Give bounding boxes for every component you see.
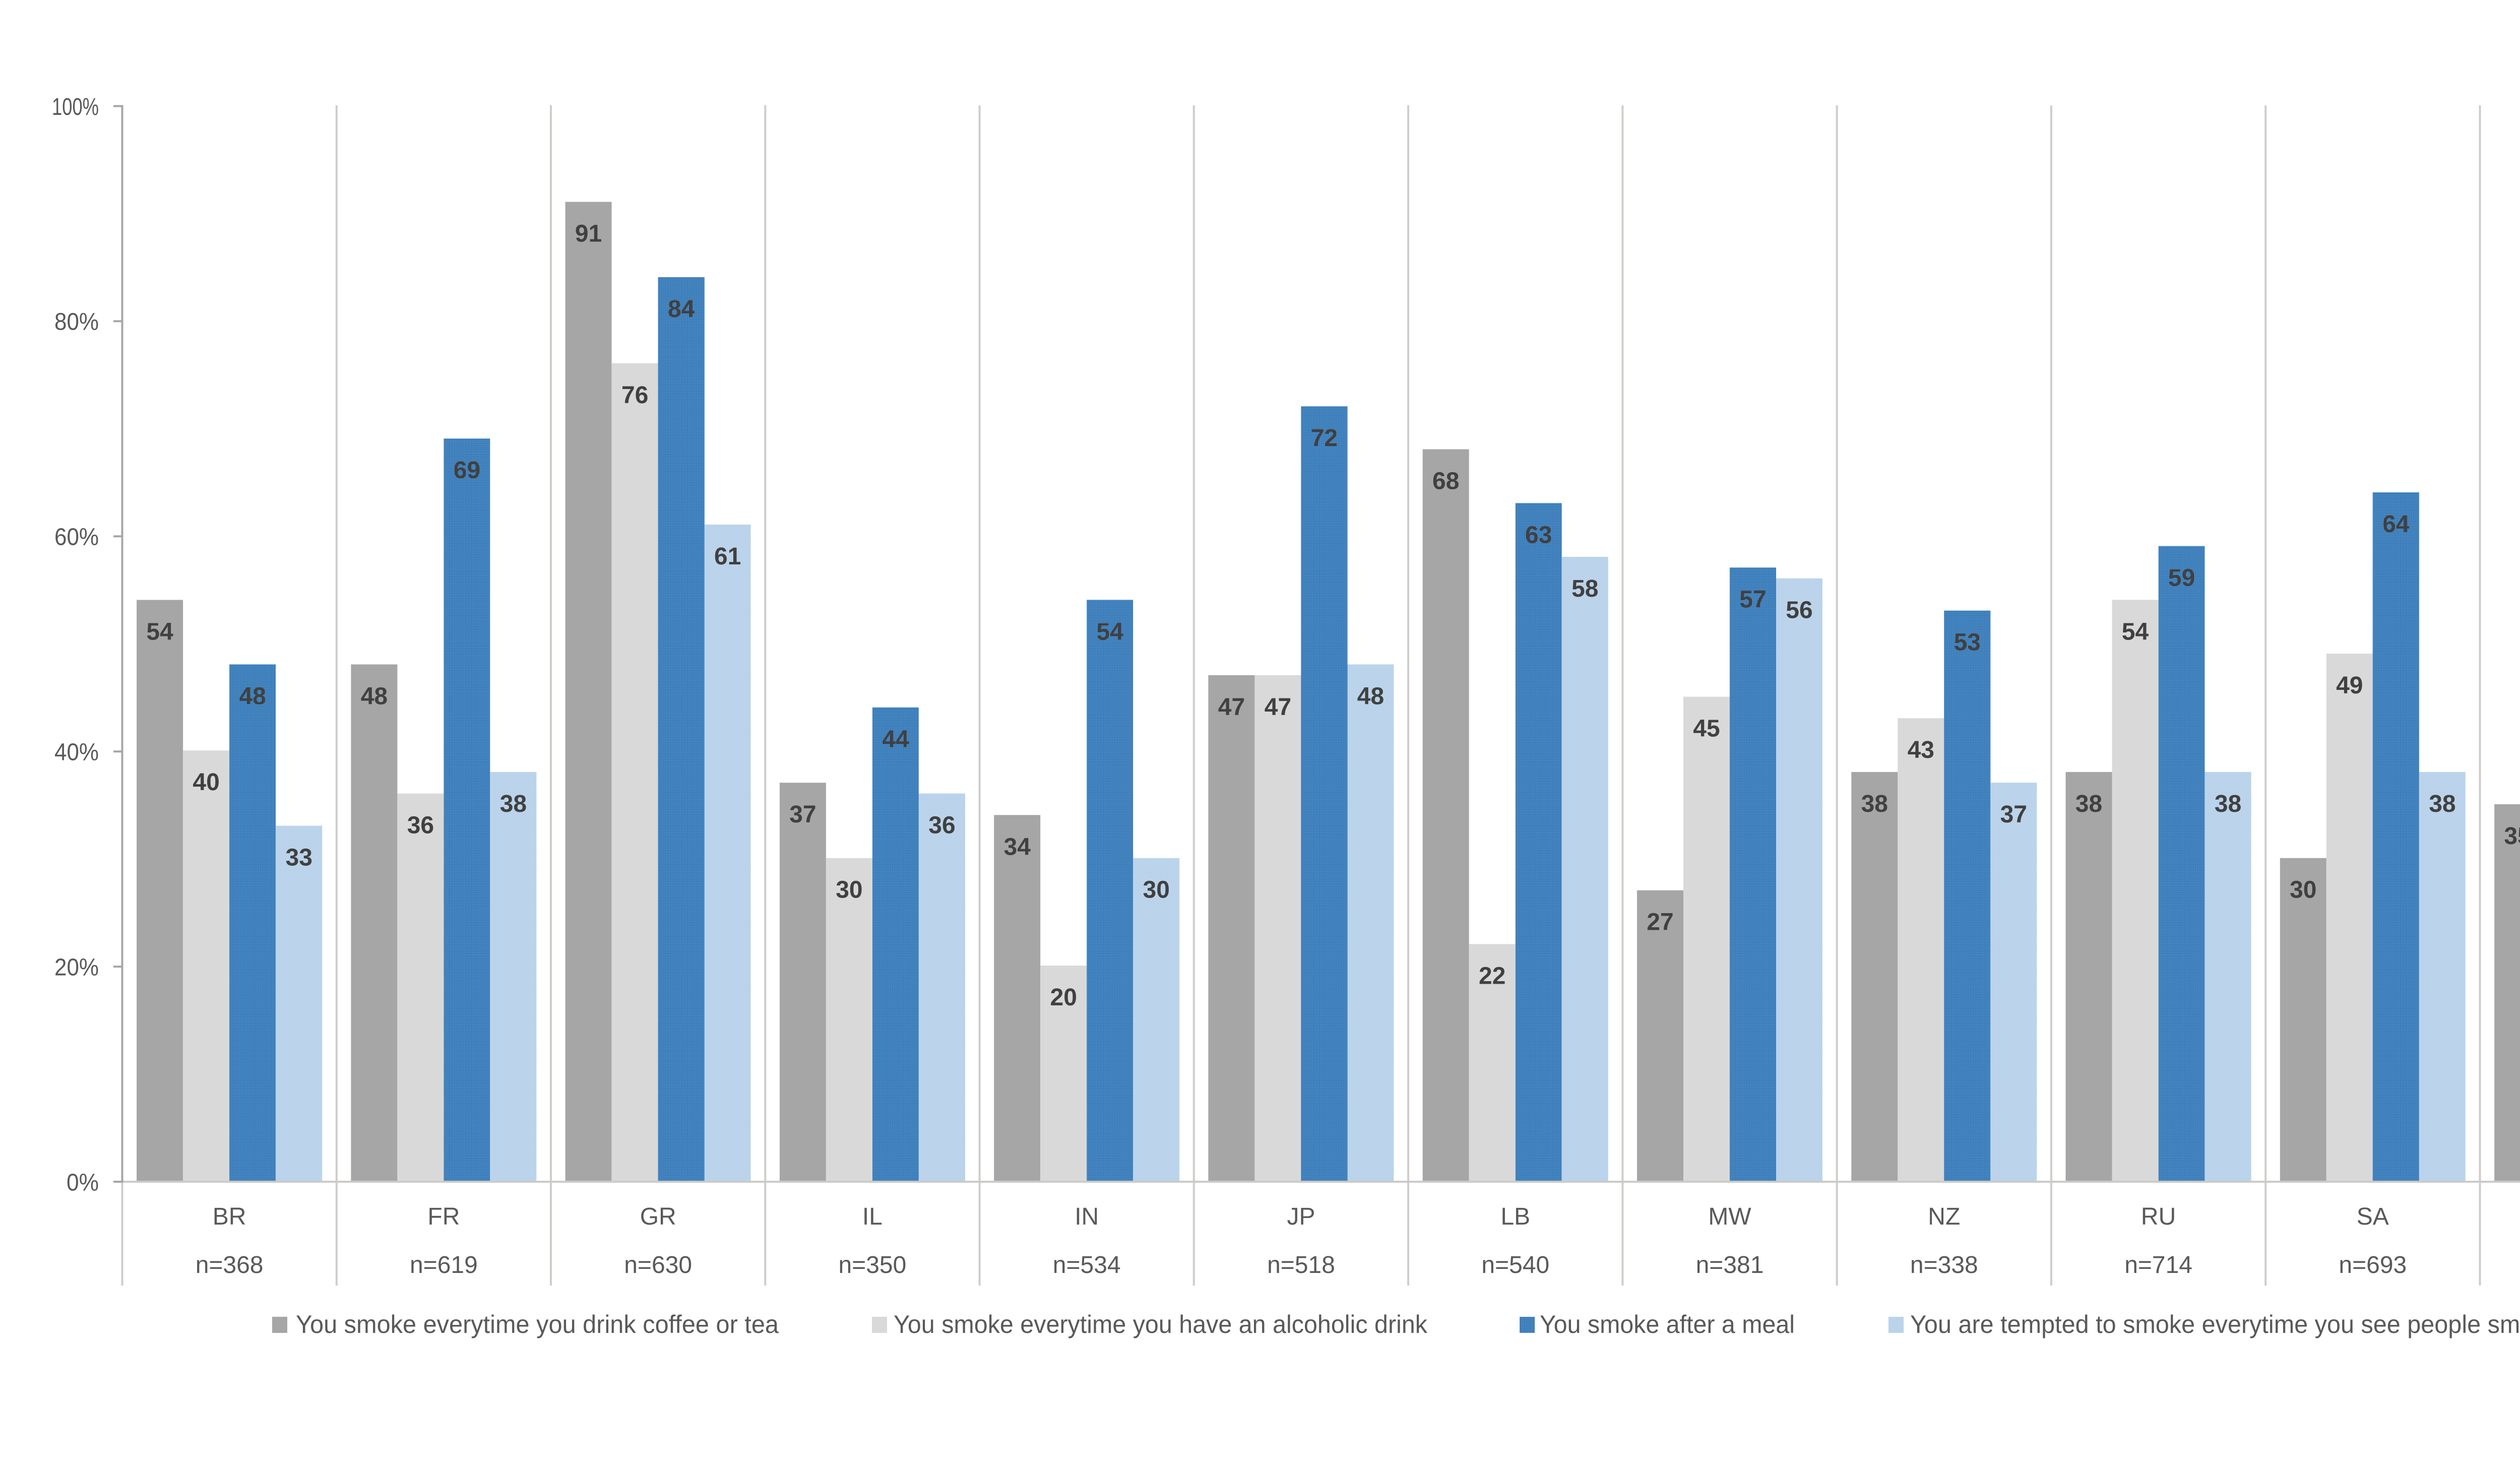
svg-text:IN: IN [1075,1203,1099,1230]
svg-text:n=518: n=518 [1267,1252,1335,1278]
svg-text:59: 59 [2168,565,2195,592]
svg-text:MW: MW [1708,1203,1751,1230]
svg-text:GR: GR [640,1203,676,1230]
svg-text:n=714: n=714 [2124,1252,2192,1278]
svg-text:RU: RU [2141,1203,2176,1230]
svg-text:45: 45 [1693,716,1720,742]
svg-text:IL: IL [862,1203,883,1230]
svg-text:n=534: n=534 [1053,1252,1121,1278]
svg-text:35: 35 [2504,823,2520,850]
svg-text:56: 56 [1786,597,1812,624]
svg-text:n=619: n=619 [410,1252,478,1278]
svg-text:69: 69 [454,457,480,484]
svg-text:54: 54 [146,618,173,645]
svg-text:30: 30 [2290,877,2316,904]
svg-text:53: 53 [1954,629,1981,656]
svg-text:0%: 0% [67,1169,99,1196]
svg-text:SA: SA [2357,1203,2389,1230]
svg-text:33: 33 [286,845,312,871]
svg-text:40: 40 [193,769,219,796]
svg-text:38: 38 [500,791,527,817]
svg-text:48: 48 [239,683,266,710]
svg-text:You smoke everytime you have a: You smoke everytime you have an alcoholi… [894,1310,1428,1338]
svg-text:38: 38 [2429,791,2455,817]
svg-text:47: 47 [1218,694,1245,721]
svg-text:n=630: n=630 [624,1252,692,1278]
svg-text:44: 44 [882,726,909,753]
svg-text:36: 36 [928,812,955,839]
svg-text:20%: 20% [54,954,99,981]
svg-text:36: 36 [407,812,434,839]
svg-text:40%: 40% [54,739,99,766]
svg-text:68: 68 [1432,468,1459,495]
svg-text:n=350: n=350 [838,1252,906,1278]
svg-text:100%: 100% [52,94,99,120]
svg-text:43: 43 [1908,737,1934,763]
svg-text:91: 91 [575,221,602,247]
svg-text:48: 48 [361,683,388,710]
svg-text:48: 48 [1357,683,1384,710]
svg-text:57: 57 [1739,586,1766,613]
svg-text:49: 49 [2336,672,2363,699]
svg-text:38: 38 [1861,791,1888,817]
svg-text:You smoke after a meal: You smoke after a meal [1540,1310,1795,1338]
svg-text:64: 64 [2382,511,2410,538]
svg-text:FR: FR [427,1203,460,1230]
svg-text:38: 38 [2215,791,2241,817]
svg-text:22: 22 [1479,963,1505,989]
svg-text:BR: BR [213,1203,246,1230]
svg-text:27: 27 [1647,909,1673,936]
svg-text:n=381: n=381 [1696,1252,1764,1278]
svg-text:37: 37 [789,801,816,828]
svg-text:60%: 60% [54,524,99,551]
svg-text:76: 76 [621,382,648,409]
svg-text:30: 30 [836,877,862,904]
svg-text:JP: JP [1287,1203,1315,1230]
svg-text:NZ: NZ [1928,1203,1960,1230]
svg-text:You smoke everytime you drink: You smoke everytime you drink coffee or … [296,1310,779,1338]
svg-text:You are tempted to smoke every: You are tempted to smoke everytime you s… [1910,1310,2520,1338]
svg-text:37: 37 [2000,801,2027,828]
svg-text:47: 47 [1265,694,1291,721]
svg-text:58: 58 [1571,575,1598,602]
svg-text:30: 30 [1143,877,1170,904]
svg-text:38: 38 [2075,791,2102,817]
svg-text:54: 54 [2122,618,2149,645]
svg-text:34: 34 [1004,834,1031,860]
svg-text:80%: 80% [54,309,99,336]
svg-text:54: 54 [1097,618,1124,645]
svg-text:20: 20 [1050,984,1077,1011]
svg-text:n=338: n=338 [1910,1252,1978,1278]
svg-text:61: 61 [714,543,741,570]
svg-text:n=693: n=693 [2339,1252,2407,1278]
svg-text:63: 63 [1525,522,1552,548]
svg-text:n=368: n=368 [196,1252,264,1278]
svg-text:72: 72 [1311,425,1338,452]
svg-text:LB: LB [1500,1203,1530,1230]
svg-text:n=540: n=540 [1481,1252,1549,1278]
svg-text:84: 84 [668,296,695,323]
